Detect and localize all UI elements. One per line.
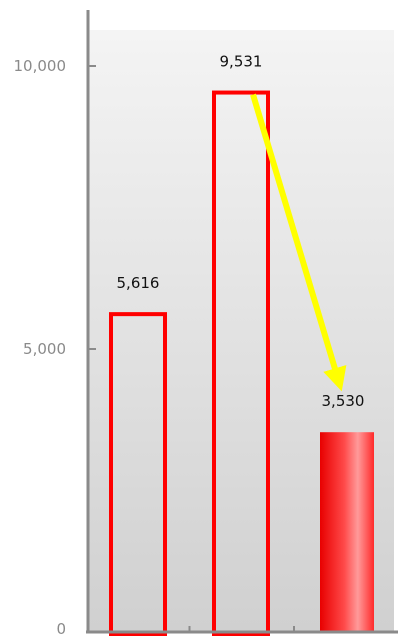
- y-axis-ticks: 0 5,000 10,000: [14, 57, 96, 638]
- y-tick-label: 0: [56, 620, 66, 638]
- bar-1-value-label: 5,616: [117, 274, 160, 292]
- bars-group: [109, 90, 374, 636]
- bar-3-value-label: 3,530: [322, 392, 365, 410]
- y-tick-label: 10,000: [14, 57, 67, 75]
- value-labels-group: 5,616 9,531 3,530: [117, 53, 365, 411]
- bar-1: [109, 312, 167, 636]
- bar-2: [212, 90, 270, 636]
- bar-2-value-label: 9,531: [220, 53, 263, 71]
- annotations-group: [250, 93, 347, 392]
- y-tick-label: 5,000: [23, 340, 66, 358]
- decline-arrow: [250, 93, 347, 392]
- bar-3: [320, 432, 374, 632]
